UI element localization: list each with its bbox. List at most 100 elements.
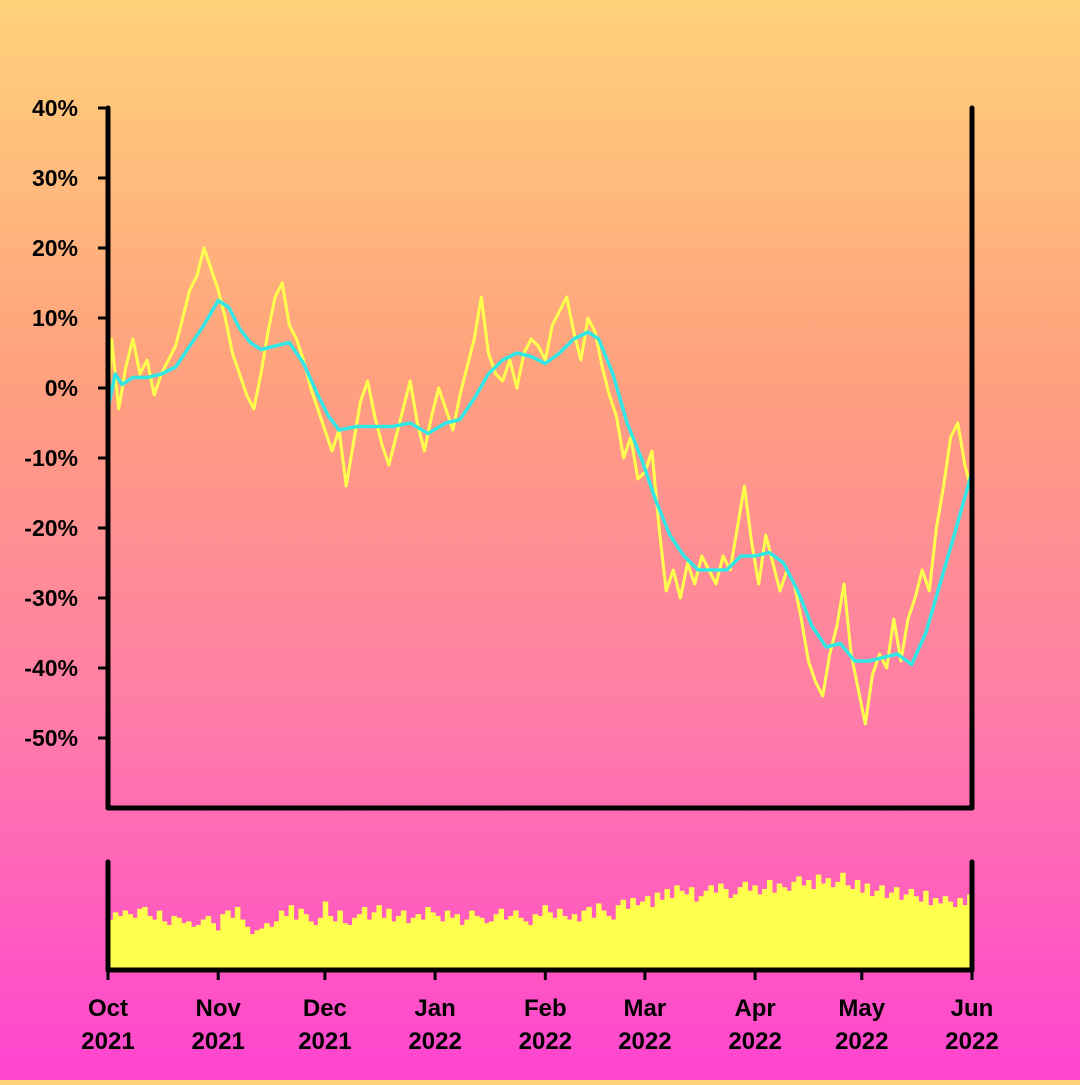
volume-bar <box>313 925 319 970</box>
x-tick-year: 2022 <box>835 1028 888 1055</box>
y-tick-label: -50% <box>24 725 78 751</box>
volume-bar <box>937 903 944 970</box>
volume-bar <box>840 872 846 970</box>
volume-bar <box>230 917 236 970</box>
volume-bar <box>225 910 231 970</box>
volume-bar <box>449 917 456 970</box>
volume-bar <box>298 908 304 970</box>
volume-bar <box>371 912 378 970</box>
volume-bar <box>825 878 832 970</box>
volume-bar <box>957 898 963 970</box>
volume-bar <box>215 930 221 970</box>
volume-bar <box>464 919 470 970</box>
volume-bar <box>664 889 670 970</box>
volume-bar <box>581 910 587 970</box>
x-axis-ticks: Oct 2021 Nov 2021 Dec 2021 Jan 2022 Feb 2022 Mar 20… <box>81 970 999 1055</box>
volume-bar <box>205 916 212 970</box>
volume-bar <box>874 890 880 970</box>
volume-bar <box>195 925 202 970</box>
volume-bar <box>503 919 509 970</box>
volume-bar <box>928 905 934 970</box>
volume-bar <box>918 901 924 970</box>
volume-bar <box>835 881 841 970</box>
volume-bar <box>332 921 339 970</box>
y-tick-label: -40% <box>24 655 78 681</box>
volume-bar <box>493 914 500 970</box>
volume-bar <box>171 916 177 970</box>
volume-bar <box>693 901 700 970</box>
volume-bar <box>674 885 680 970</box>
volume-bar <box>806 880 812 970</box>
volume-bar <box>303 914 309 970</box>
volume-bar <box>727 898 734 970</box>
volume-bar <box>527 925 534 970</box>
volume-bar <box>220 914 226 970</box>
y-tick-label: 10% <box>32 305 78 331</box>
volume-bar <box>142 907 148 970</box>
volume-bar <box>259 928 265 970</box>
x-tick-year: 2022 <box>519 1028 572 1055</box>
volume-bar <box>884 898 890 970</box>
y-tick-label: -20% <box>24 515 78 541</box>
volume-bar <box>405 923 412 970</box>
volume-bar <box>435 916 441 970</box>
volume-bar <box>640 901 646 970</box>
volume-bar <box>444 910 451 970</box>
x-tick-month: Nov <box>196 995 242 1022</box>
volume-bar <box>713 892 719 970</box>
volume-bar <box>620 899 627 970</box>
volume-bar <box>669 898 675 970</box>
volume-bar <box>200 919 207 970</box>
volume-bar <box>644 896 651 970</box>
volume-bar <box>352 917 358 970</box>
volume-bar <box>293 919 299 970</box>
price-lines <box>106 246 974 726</box>
volume-bar <box>893 887 900 970</box>
volume-bar <box>210 923 216 970</box>
volume-bar <box>386 908 392 970</box>
volume-bar <box>952 907 958 970</box>
volume-bar <box>742 881 749 970</box>
x-tick-month: May <box>838 995 885 1022</box>
volume-bar <box>181 923 187 970</box>
x-tick-month: Oct <box>88 995 128 1022</box>
y-tick-label: -30% <box>24 585 78 611</box>
volume-bar <box>108 919 114 970</box>
x-tick-year: 2022 <box>618 1028 671 1055</box>
volume-bar <box>410 917 417 970</box>
x-tick-year: 2021 <box>192 1028 245 1055</box>
volume-bar <box>317 917 324 970</box>
y-tick-label: 20% <box>32 235 78 261</box>
volume-bar <box>186 921 192 970</box>
volume-bar <box>420 919 426 970</box>
x-tick-year: 2022 <box>945 1028 998 1055</box>
y-tick-label: 40% <box>32 95 78 121</box>
volume-bar <box>508 916 514 970</box>
volume-bar <box>337 910 343 970</box>
volume-bar <box>591 917 597 970</box>
volume-bar <box>327 916 334 970</box>
volume-bar <box>391 921 397 970</box>
volume-bar <box>942 896 949 970</box>
x-tick-month: Dec <box>303 995 347 1022</box>
volume-bar <box>703 890 710 970</box>
volume-bar <box>244 926 251 970</box>
volume-bar <box>361 907 368 970</box>
volume-bar <box>605 916 612 970</box>
volume-bar <box>615 905 622 970</box>
volume-bar <box>239 919 246 970</box>
volume-bars <box>108 872 973 970</box>
chart-axes <box>105 105 975 973</box>
volume-bar <box>342 923 348 970</box>
daily-series-line <box>106 246 974 726</box>
volume-bar <box>400 910 407 970</box>
volume-bar <box>234 907 241 970</box>
y-tick-label: 30% <box>32 165 78 191</box>
volume-bar <box>688 887 695 970</box>
volume-bar <box>791 881 797 970</box>
volume-bar <box>820 883 827 970</box>
volume-bar <box>879 885 885 970</box>
volume-bar <box>903 894 910 970</box>
volume-bar <box>522 921 529 970</box>
